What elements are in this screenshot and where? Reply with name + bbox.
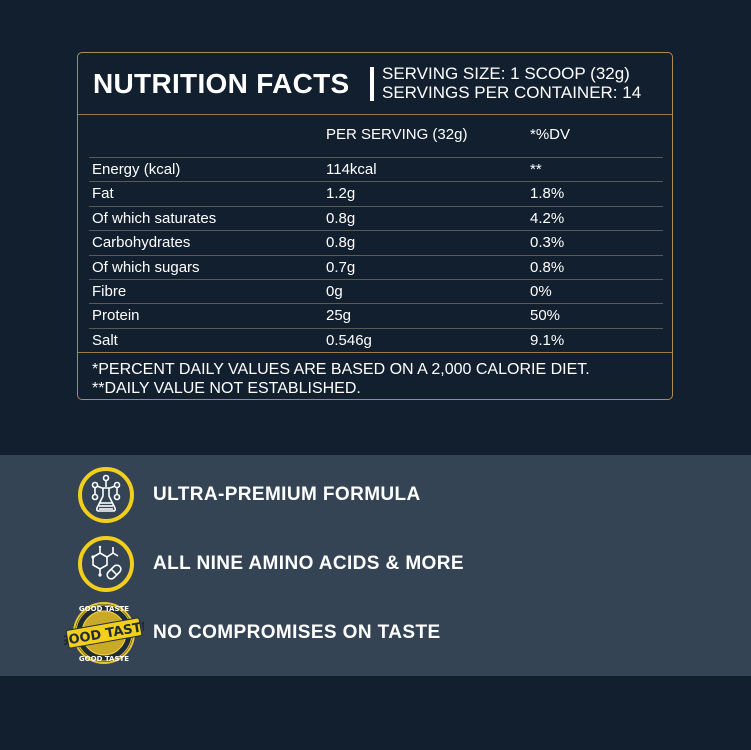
nutrient-name: Of which sugars xyxy=(92,258,200,276)
nutrient-amount: 1.2g xyxy=(326,185,356,203)
table-row: Of which saturates 0.8g 4.2% xyxy=(89,205,663,230)
nutrient-amount: 0.7g xyxy=(326,258,356,276)
nutrient-dv: 1.8% xyxy=(530,185,565,203)
flask-molecule-icon xyxy=(76,465,136,525)
nutrient-dv: 0.8% xyxy=(530,258,565,276)
nutrient-name: Fat xyxy=(92,185,114,203)
amino-acid-pill-icon xyxy=(76,534,136,594)
nutrient-name: Fibre xyxy=(92,282,127,300)
table-row: Fibre 0g 0% xyxy=(89,278,663,303)
nutrient-dv: 0% xyxy=(530,282,552,300)
nutrition-title: NUTRITION FACTS xyxy=(93,68,350,99)
table-row: Salt 0.546g 9.1% xyxy=(89,327,663,352)
table-row: Energy (kcal) 114kcal ** xyxy=(89,157,663,181)
nutrient-amount: 0.8g xyxy=(326,209,356,227)
nutrient-dv: 50% xyxy=(530,307,561,325)
serving-info: SERVING SIZE: 1 SCOOP (32g) SERVINGS PER… xyxy=(382,64,641,102)
nutrient-amount: 25g xyxy=(326,307,352,325)
nutrient-name: Energy (kcal) xyxy=(92,161,181,178)
nutrient-name: Of which saturates xyxy=(92,209,217,227)
feature-item: GOOD TASTE GOOD TASTE GOOD TASTE NO COMP… xyxy=(0,602,751,664)
footnote-daily-values: *PERCENT DAILY VALUES ARE BASED ON A 2,0… xyxy=(92,361,590,378)
feature-label: NO COMPROMISES ON TASTE xyxy=(153,622,441,643)
table-row: Carbohydrates 0.8g 0.3% xyxy=(89,230,663,254)
feature-label: ULTRA-PREMIUM FORMULA xyxy=(153,484,421,505)
nutrient-name: Protein xyxy=(92,307,140,325)
table-row: Protein 25g 50% xyxy=(89,303,663,327)
nutrient-dv: 9.1% xyxy=(530,331,565,349)
nutrient-name: Carbohydrates xyxy=(92,234,191,252)
table-row: Of which sugars 0.7g 0.8% xyxy=(89,254,663,279)
good-taste-badge-icon: GOOD TASTE GOOD TASTE GOOD TASTE xyxy=(57,597,151,669)
nutrient-amount: 0.8g xyxy=(326,234,356,252)
nutrition-table: Energy (kcal) 114kcal ** Fat 1.2g 1.8% O… xyxy=(89,157,663,352)
nutrient-dv: 4.2% xyxy=(530,209,565,227)
serving-size: SERVING SIZE: 1 SCOOP (32g) xyxy=(382,64,630,83)
nutrition-footnotes: *PERCENT DAILY VALUES ARE BASED ON A 2,0… xyxy=(78,352,672,398)
nutrient-dv: ** xyxy=(530,161,542,178)
header-divider xyxy=(370,67,374,101)
features-band: ULTRA-PREMIUM FORMULA xyxy=(0,455,751,676)
nutrient-amount: 0.546g xyxy=(326,331,372,349)
table-row: Fat 1.2g 1.8% xyxy=(89,181,663,205)
nutrition-facts-panel: NUTRITION FACTS SERVING SIZE: 1 SCOOP (3… xyxy=(77,52,673,400)
column-header-dv: *%DV xyxy=(530,126,571,143)
nutrient-dv: 0.3% xyxy=(530,234,565,252)
nutrient-name: Salt xyxy=(92,331,118,349)
svg-text:GOOD TASTE: GOOD TASTE xyxy=(79,655,129,663)
nutrition-header: NUTRITION FACTS SERVING SIZE: 1 SCOOP (3… xyxy=(78,53,672,115)
feature-label: ALL NINE AMINO ACIDS & MORE xyxy=(153,553,464,574)
feature-item: ALL NINE AMINO ACIDS & MORE xyxy=(0,534,751,594)
footnote-not-established: **DAILY VALUE NOT ESTABLISHED. xyxy=(92,380,361,397)
nutrient-amount: 114kcal xyxy=(326,161,377,178)
svg-text:GOOD TASTE: GOOD TASTE xyxy=(79,605,129,613)
nutrient-amount: 0g xyxy=(326,282,343,300)
feature-item: ULTRA-PREMIUM FORMULA xyxy=(0,465,751,525)
column-header-per-serving: PER SERVING (32g) xyxy=(326,126,468,143)
servings-per-container: SERVINGS PER CONTAINER: 14 xyxy=(382,83,642,102)
